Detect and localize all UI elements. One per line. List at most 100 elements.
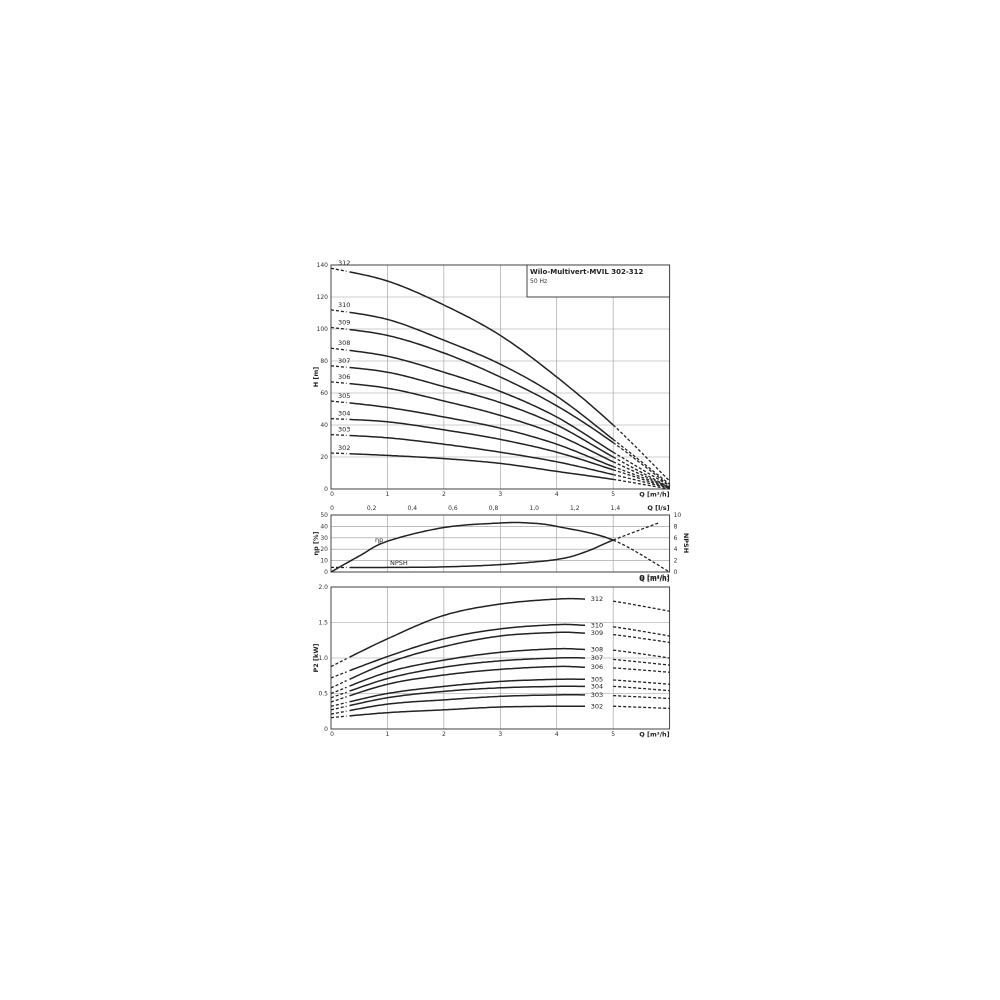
y-tick-label: 0 [324, 569, 328, 576]
h-curve-308-dashed-end [612, 451, 670, 487]
y-tick-label: 30 [320, 535, 328, 542]
npsh-curve-dashed-end [612, 522, 659, 541]
p2-curve-label: 304 [591, 682, 603, 690]
npsh-curve [349, 539, 614, 569]
x-axis-label: Q [m³/h] [639, 574, 669, 582]
p2-curve-307-dashed-end [613, 658, 670, 666]
title-box [526, 264, 671, 298]
p2-curve-310-dashed-end [613, 626, 670, 637]
p2-curve-308 [349, 647, 586, 687]
p2-curve-label: 308 [591, 645, 603, 653]
x-tick-label: 4 [555, 731, 559, 738]
y-tick-label: 1.5 [318, 620, 328, 627]
p2-curve-309 [349, 631, 585, 680]
h-curve-307-dashed-start [330, 365, 347, 368]
h-curve-307 [349, 366, 614, 458]
x-tick-label: 0 [330, 731, 334, 738]
p2-curve-312-dashed-start [330, 658, 347, 668]
y2-tick-label: 8 [674, 523, 678, 530]
y-tick-label: 120 [317, 294, 329, 301]
h-curve-308-dashed-start [330, 347, 347, 351]
x2-tick-label: 0,4 [407, 505, 417, 512]
p2-curve-306 [349, 665, 585, 697]
h-curve-303-dashed-start [330, 433, 347, 437]
h-curve-303 [349, 434, 614, 476]
y-tick-label: 0 [324, 726, 328, 733]
p2-curve-label: 305 [591, 675, 603, 683]
p2-curve-303-dashed-end [613, 694, 670, 700]
h-curve-label: 303 [338, 426, 350, 434]
h-curve-302-dashed-start [330, 452, 347, 455]
y-tick-label: 1.0 [318, 655, 328, 662]
h-curve-312-dashed-end [612, 424, 671, 482]
h-curve-302 [349, 452, 614, 481]
h-curve-305-dashed-end [612, 465, 670, 489]
p2-curve-label: 309 [591, 629, 603, 637]
p2-curve-305-dashed-start [330, 701, 347, 707]
p2-curve-label: 310 [591, 621, 603, 629]
x2-tick-label: 0 [330, 505, 334, 512]
h-curve-304-dashed-start [330, 417, 347, 420]
h-curve-303-dashed-end [613, 473, 670, 489]
y-tick-label: 80 [320, 358, 328, 365]
p2-curve-302-dashed-end [613, 705, 670, 710]
p2-curve-308-dashed-end [613, 649, 670, 659]
y-tick-label: 20 [320, 454, 328, 461]
p2-curve-304-dashed-start [330, 705, 347, 711]
p2-curve-305 [349, 678, 585, 703]
h-curve-306 [349, 382, 614, 463]
p2-curve-305-dashed-end [613, 679, 670, 685]
chart-title: Wilo-Multivert-MVIL 302-312 [530, 268, 643, 276]
h-curve-label: 312 [338, 259, 350, 267]
y-tick-label: 100 [317, 326, 329, 333]
p2-curve-310 [349, 623, 585, 672]
h-curve-307-dashed-end [612, 456, 670, 488]
h-curve-305-dashed-start [330, 400, 347, 404]
y-axis-label: H [m] [312, 367, 320, 387]
x-tick-label: 1 [386, 491, 390, 498]
p2-curve-309-dashed-end [613, 633, 670, 644]
plot-frame [330, 264, 671, 490]
x-tick-label: 5 [611, 491, 615, 498]
p2-curve-307 [349, 656, 585, 692]
x-axis-label: Q [m³/h] [639, 731, 669, 739]
x-axis-label: Q [m³/h] [639, 575, 669, 583]
p2-curve-304 [349, 685, 585, 707]
y-tick-label: 50 [320, 512, 328, 519]
p2-curve-312-dashed-end [613, 600, 670, 612]
h-curve-309 [349, 328, 614, 444]
h-curve-302-dashed-end [613, 478, 670, 490]
p2-curve-306-dashed-end [613, 667, 670, 673]
x-axis-label: Q [m³/h] [639, 491, 669, 499]
y2-tick-label: 2 [674, 558, 678, 565]
h-curve-310 [349, 311, 614, 440]
y-tick-label: 140 [317, 262, 329, 269]
x2-tick-label: 1,0 [529, 505, 539, 512]
x2-tick-label: 1,4 [611, 505, 621, 512]
h-curve-310-dashed-start [330, 309, 347, 313]
efficiency-curve [330, 521, 614, 573]
p2-curve-304-dashed-end [613, 685, 670, 692]
x2-tick-label: 0,2 [367, 505, 377, 512]
h-curve-label: 307 [338, 357, 350, 365]
p2-curve-302-dashed-start [330, 715, 347, 719]
h-curve-label: 302 [338, 444, 350, 452]
y2-tick-label: 10 [674, 512, 682, 519]
p2-curve-label: 303 [591, 691, 603, 699]
y2-axis-label: NPSH [682, 533, 690, 553]
h-curve-304 [349, 418, 614, 471]
h-curve-309-dashed-end [612, 442, 671, 487]
x2-axis-label: Q [l/s] [647, 504, 669, 512]
h-curve-label: 306 [338, 373, 350, 381]
x2-tick-label: 0,6 [448, 505, 458, 512]
p2-curve-312 [349, 597, 586, 658]
h-curve-label: 308 [338, 339, 350, 347]
h-curve-312 [349, 271, 614, 426]
h-curve-label: 304 [338, 410, 350, 418]
x-tick-label: 5 [611, 731, 615, 738]
y-tick-label: 2.0 [318, 584, 328, 591]
x-tick-label: 2 [442, 731, 446, 738]
p2-curve-label: 312 [591, 595, 603, 603]
x-tick-label: 3 [498, 491, 502, 498]
